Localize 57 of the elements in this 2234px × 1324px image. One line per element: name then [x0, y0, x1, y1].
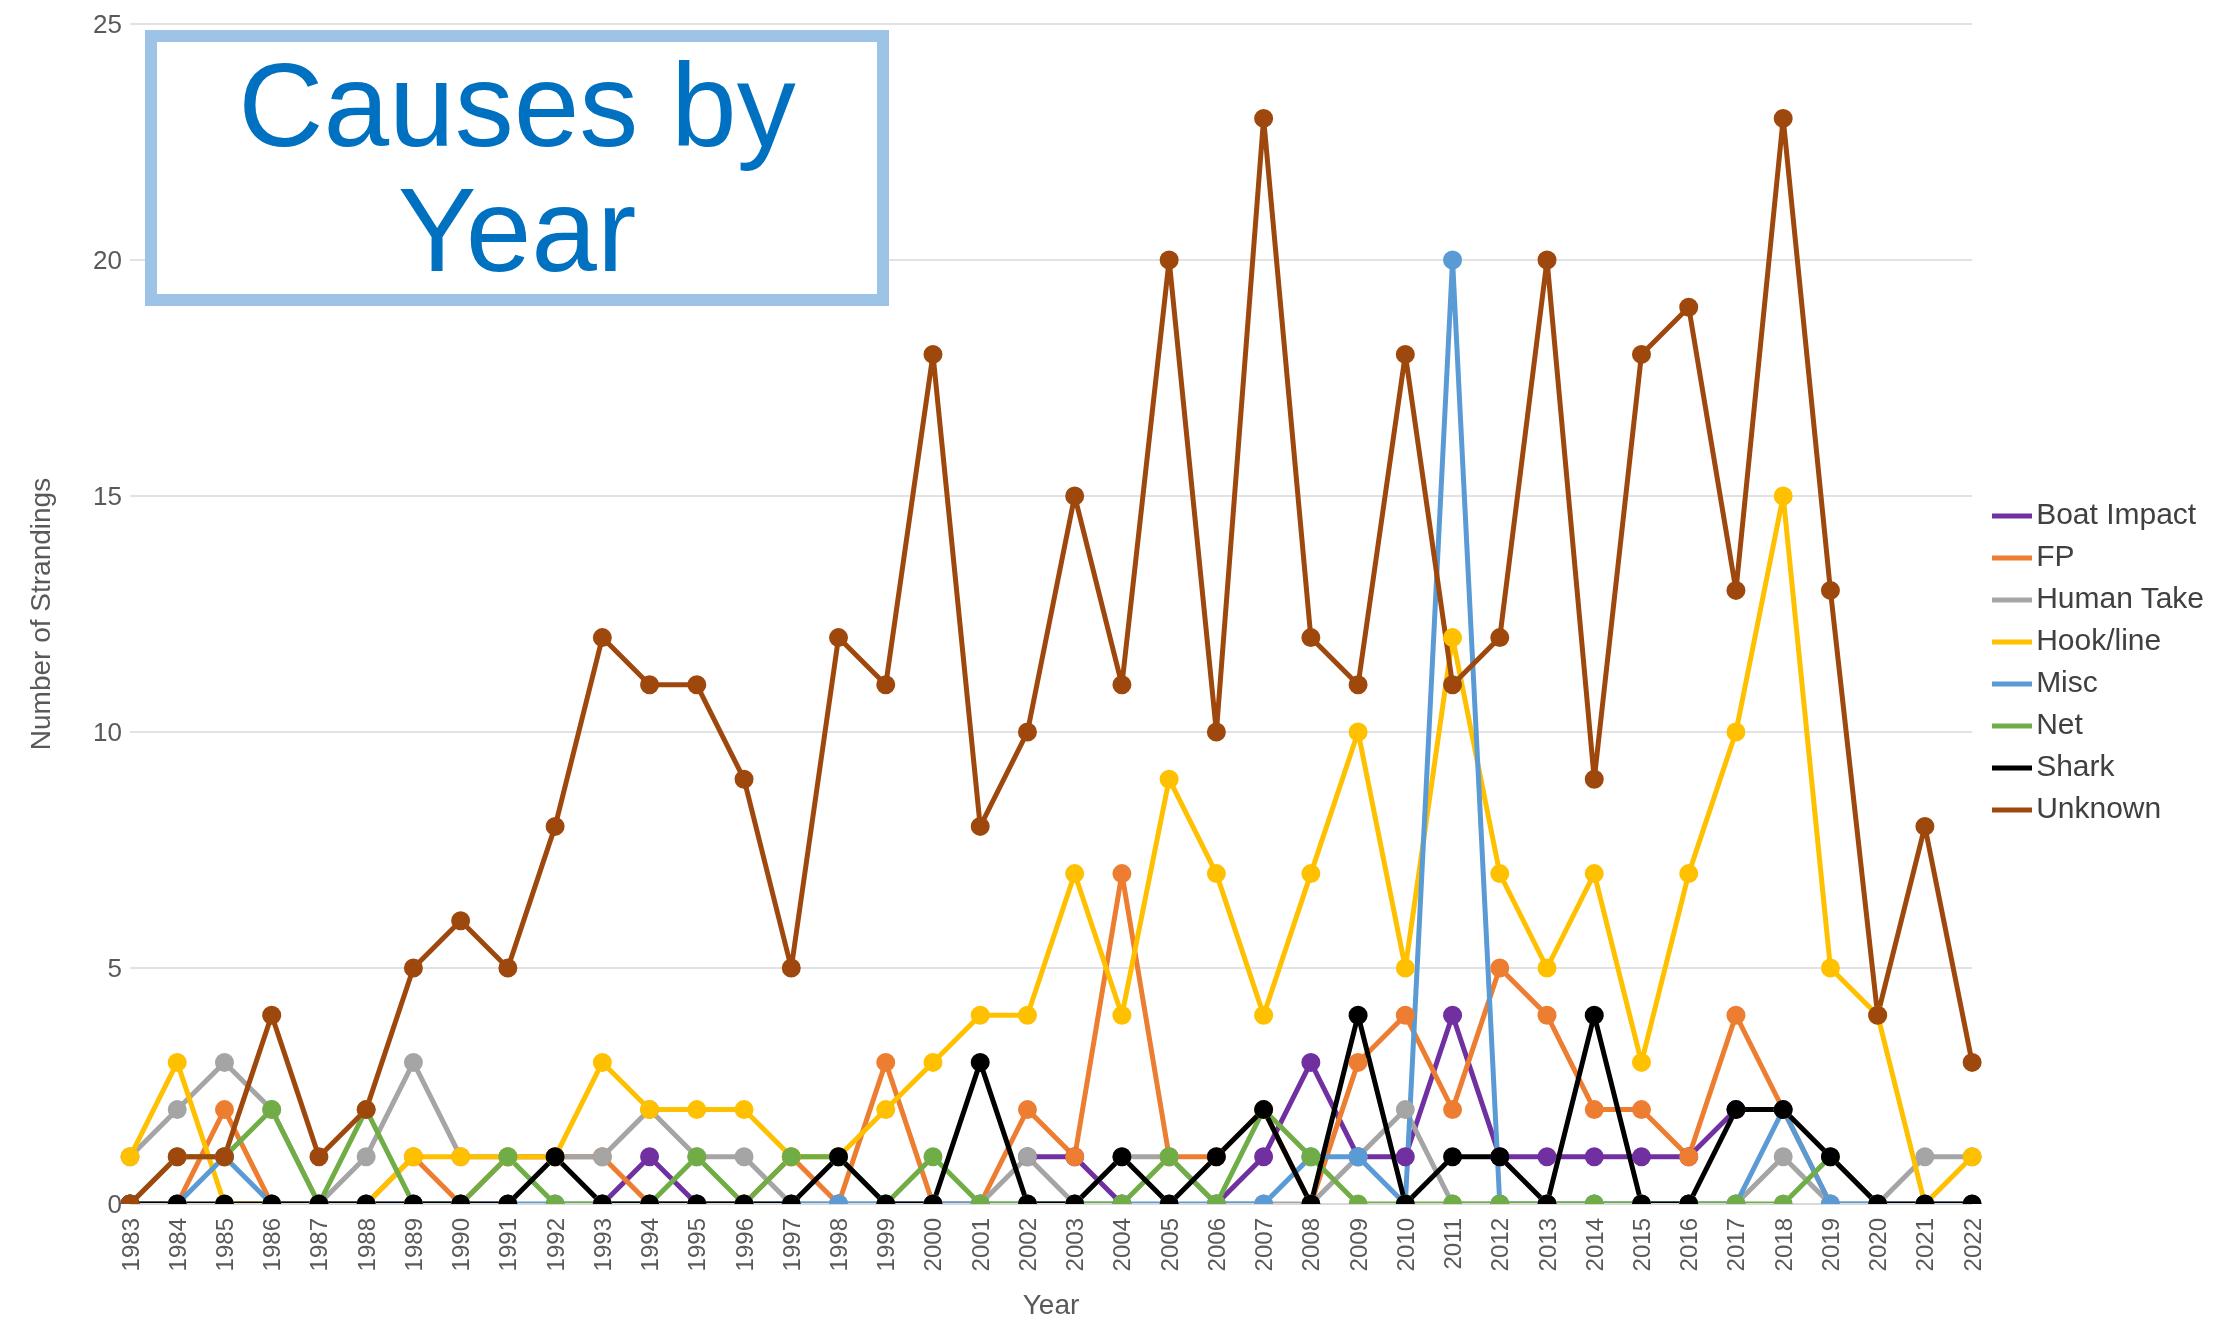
legend-label: Hook/line — [2036, 622, 2162, 656]
x-tick-label: 1984 — [163, 1218, 191, 1272]
x-tick-label: 2018 — [1769, 1218, 1797, 1272]
x-tick-label: 2013 — [1533, 1218, 1561, 1272]
y-tick-label: 10 — [93, 717, 122, 748]
x-tick-label: 2001 — [966, 1218, 994, 1272]
y-tick-label: 20 — [93, 245, 122, 276]
x-tick-label: 1983 — [116, 1218, 144, 1272]
x-tick-label: 2017 — [1722, 1218, 1750, 1272]
x-tick-label: 2016 — [1675, 1218, 1703, 1272]
x-tick-label: 2011 — [1439, 1218, 1467, 1270]
legend-label: Unknown — [2036, 791, 2162, 825]
legend-label: Net — [2036, 707, 2083, 741]
x-tick-label: 2005 — [1155, 1218, 1183, 1272]
x-tick-label: 2004 — [1108, 1218, 1136, 1272]
x-tick-label: 1995 — [683, 1218, 711, 1272]
x-tick-label: 2020 — [1864, 1218, 1892, 1272]
x-tick-label: 2008 — [1297, 1218, 1325, 1272]
x-tick-label: 2009 — [1344, 1218, 1372, 1272]
x-tick-label: 2000 — [919, 1218, 947, 1272]
legend-label: FP — [2036, 538, 2075, 572]
legend-label: Boat Impact — [2036, 496, 2197, 530]
legend-label: Misc — [2036, 665, 2098, 698]
x-tick-label: 1988 — [352, 1218, 380, 1272]
x-tick-label: 1994 — [636, 1218, 664, 1272]
y-axis-title: Number of Strandings — [24, 477, 56, 751]
legend-label: Human Take — [2036, 580, 2204, 614]
x-tick-label: 1986 — [258, 1218, 286, 1272]
x-tick-label: 2014 — [1580, 1218, 1608, 1272]
x-axis-title: Year — [1022, 1289, 1080, 1320]
x-tick-label: 2007 — [1250, 1218, 1278, 1272]
x-tick-label: 1998 — [825, 1218, 853, 1272]
x-tick-label: 1987 — [305, 1218, 333, 1272]
x-tick-label: 2012 — [1486, 1218, 1514, 1272]
text: Causes by Year — [145, 30, 889, 306]
x-tick-label: 2006 — [1202, 1218, 1230, 1272]
y-tick-label: 0 — [107, 1189, 122, 1220]
x-tick-label: 1999 — [872, 1218, 900, 1272]
x-tick-label: 1985 — [210, 1218, 238, 1272]
x-tick-label: 1997 — [777, 1218, 805, 1272]
x-tick-label: 1989 — [399, 1218, 427, 1272]
x-tick-label: 1991 — [494, 1218, 522, 1272]
x-tick-label: 2002 — [1013, 1218, 1041, 1272]
x-tick-label: 2019 — [1816, 1218, 1844, 1272]
x-tick-label: 1996 — [730, 1218, 758, 1272]
x-tick-label: 2021 — [1911, 1218, 1939, 1272]
x-tick-label: 2010 — [1391, 1218, 1419, 1272]
x-tick-label: 1992 — [541, 1218, 569, 1272]
x-tick-label: 1993 — [588, 1218, 616, 1272]
x-tick-label: 2022 — [1958, 1218, 1986, 1272]
y-tick-label: 15 — [93, 481, 122, 512]
x-tick-label: 2003 — [1061, 1218, 1089, 1272]
x-tick-label: 2015 — [1627, 1218, 1655, 1272]
y-tick-label: 5 — [107, 953, 122, 984]
y-tick-label: 25 — [93, 9, 122, 40]
legend-label: Shark — [2036, 749, 2115, 783]
x-tick-label: 1990 — [447, 1218, 475, 1272]
